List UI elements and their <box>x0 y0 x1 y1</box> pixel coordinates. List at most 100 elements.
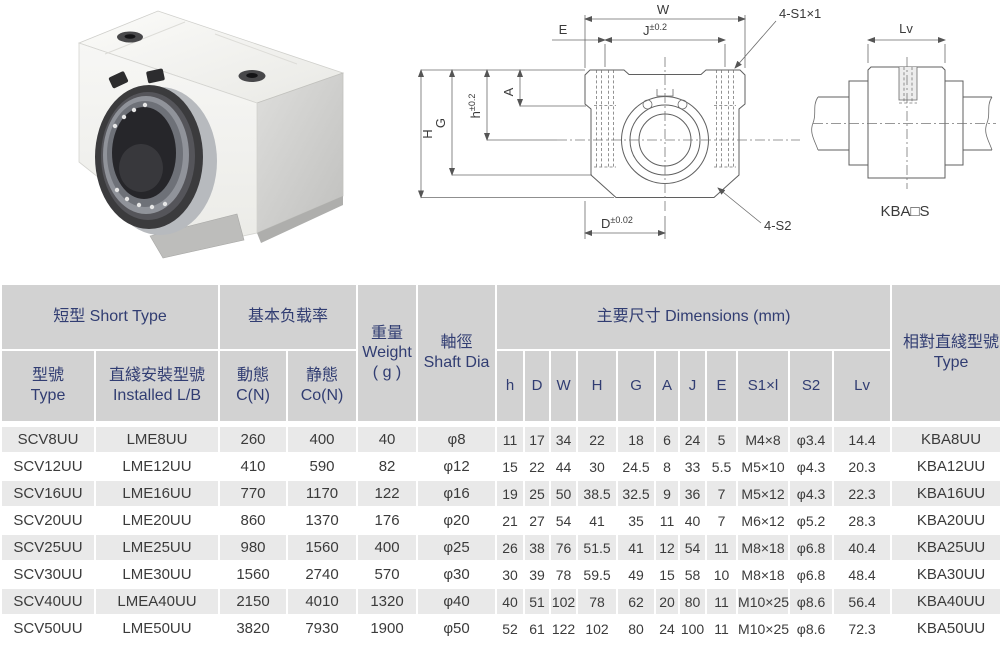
table-row: SCV25UU LME25UU 980 1560 400 φ25 26 38 76 51.5 41 1… <box>2 535 1000 560</box>
table-cell: 28.3 <box>834 508 891 533</box>
dim-label-j: J±0.2 <box>643 22 667 38</box>
table-cell: 1900 <box>358 616 417 641</box>
table-cell: φ30 <box>418 562 496 587</box>
table-cell: SCV16UU <box>2 481 94 506</box>
header-group-load: 基本负载率 <box>220 285 357 349</box>
table-cell: 21 <box>497 508 524 533</box>
table-cell: 40.4 <box>834 535 891 560</box>
table-cell: φ8.6 <box>790 589 833 614</box>
dim-label-h-big: H <box>420 129 435 138</box>
table-cell: φ8.6 <box>790 616 833 641</box>
table-cell: M6×12 <box>738 508 789 533</box>
dim-label-d: D±0.02 <box>601 215 633 231</box>
table-cell: M10×25 <box>738 616 789 641</box>
table-cell: 11 <box>707 589 737 614</box>
table-cell: 44 <box>551 454 577 479</box>
header-dim-d: D <box>525 351 550 421</box>
table-cell: 176 <box>358 508 417 533</box>
table-cell: 26 <box>497 535 524 560</box>
header-dim-w: W <box>551 351 577 421</box>
product-photo <box>77 10 345 259</box>
table-row: SCV30UU LME30UU 1560 2740 570 φ30 30 39 78 59.5 49… <box>2 562 1000 587</box>
table-cell: 15 <box>656 562 679 587</box>
table-cell: φ6.8 <box>790 562 833 587</box>
table-cell: 7 <box>707 508 737 533</box>
table-cell: φ12 <box>418 454 496 479</box>
screw-holes-right <box>714 70 736 168</box>
bearing-ball-rows <box>112 102 168 210</box>
header-group-short-type: 短型 Short Type <box>2 285 219 349</box>
header-weight-zh: 重量 <box>371 324 404 342</box>
header-shaft-zh: 軸徑 <box>440 334 473 352</box>
table-cell: 1560 <box>220 562 287 587</box>
linear-bearing-face <box>95 68 217 235</box>
table-cell: LME12UU <box>96 454 219 479</box>
table-cell: 50 <box>551 481 577 506</box>
header-weight-unit: ( g ) <box>372 363 402 381</box>
table-cell: 32.5 <box>618 481 655 506</box>
table-cell: φ4.3 <box>790 481 833 506</box>
table-cell: φ20 <box>418 508 496 533</box>
header-installed-en: Installed L/B <box>112 387 202 404</box>
table-cell: 80 <box>618 616 655 641</box>
header-installed-zh: 直綫安裝型號 <box>109 367 206 385</box>
table-cell: 41 <box>618 535 655 560</box>
table-cell: 24.5 <box>618 454 655 479</box>
table-cell: 38.5 <box>578 481 617 506</box>
table-cell: 82 <box>358 454 417 479</box>
side-view-caption: KBA□S <box>880 203 929 220</box>
header-shaft-en: Shaft Dia <box>423 354 490 371</box>
spec-table: 短型 Short Type 基本负载率 重量 Weight ( g ) 軸徑 S… <box>0 283 1000 643</box>
header-dim-lv: Lv <box>834 351 891 421</box>
table-cell: LME8UU <box>96 423 219 452</box>
header-type-en: Type <box>30 387 66 404</box>
header-relative-zh: 相對直綫型號 <box>903 334 1000 352</box>
table-cell: φ3.4 <box>790 423 833 452</box>
table-cell: 122 <box>358 481 417 506</box>
header-dim-s1: S1×l <box>738 351 789 421</box>
dim-label-g: G <box>433 118 448 128</box>
table-row: SCV40UU LMEA40UU 2150 4010 1320 φ40 40 51 102 78 6… <box>2 589 1000 614</box>
table-cell: 24 <box>656 616 679 641</box>
table-row: SCV50UU LME50UU 3820 7930 1900 φ50 52 61 122 102 8… <box>2 616 1000 641</box>
table-cell: 61 <box>525 616 550 641</box>
table-cell: 54 <box>680 535 706 560</box>
table-cell: φ40 <box>418 589 496 614</box>
table-cell: 54 <box>551 508 577 533</box>
table-cell: 27 <box>525 508 550 533</box>
header-static-en: Co(N) <box>300 387 344 404</box>
header-static-load: 静態 Co(N) <box>288 351 357 421</box>
table-row: SCV20UU LME20UU 860 1370 176 φ20 21 27 54 41 35 11 4… <box>2 508 1000 533</box>
table-cell: 41 <box>578 508 617 533</box>
table-row: SCV12UU LME12UU 410 590 82 φ12 15 22 44 30 24.5 8 33… <box>2 454 1000 479</box>
circlip-eye-right <box>677 99 688 110</box>
table-cell: 1320 <box>358 589 417 614</box>
header-dim-j: J <box>680 351 706 421</box>
table-cell: 35 <box>618 508 655 533</box>
table-cell: φ6.8 <box>790 535 833 560</box>
table-cell: 122 <box>551 616 577 641</box>
table-cell: 1560 <box>288 535 357 560</box>
table-cell: 980 <box>220 535 287 560</box>
mounting-hole-top-right <box>238 70 266 82</box>
table-cell: KBA16UU <box>892 481 1000 506</box>
table-cell: 40 <box>680 508 706 533</box>
table-cell: 58 <box>680 562 706 587</box>
table-cell: 1370 <box>288 508 357 533</box>
front-view <box>557 57 800 214</box>
table-row: SCV8UU LME8UU 260 400 40 φ8 11 17 34 22 18 6 24 5 M4×8… <box>2 423 1000 452</box>
table-cell: 40 <box>497 589 524 614</box>
table-cell: 49 <box>618 562 655 587</box>
table-cell: SCV40UU <box>2 589 94 614</box>
table-cell: M4×8 <box>738 423 789 452</box>
table-cell: 400 <box>358 535 417 560</box>
table-cell: 51 <box>525 589 550 614</box>
front-view-dimensions: W E J±0.2 4-S1×1 H G h±0.2 A <box>418 2 821 239</box>
table-cell: 36 <box>680 481 706 506</box>
dim-label-w: W <box>657 2 670 17</box>
table-cell: KBA25UU <box>892 535 1000 560</box>
table-cell: M5×10 <box>738 454 789 479</box>
table-cell: 78 <box>578 589 617 614</box>
table-cell: SCV30UU <box>2 562 94 587</box>
table-cell: LME50UU <box>96 616 219 641</box>
